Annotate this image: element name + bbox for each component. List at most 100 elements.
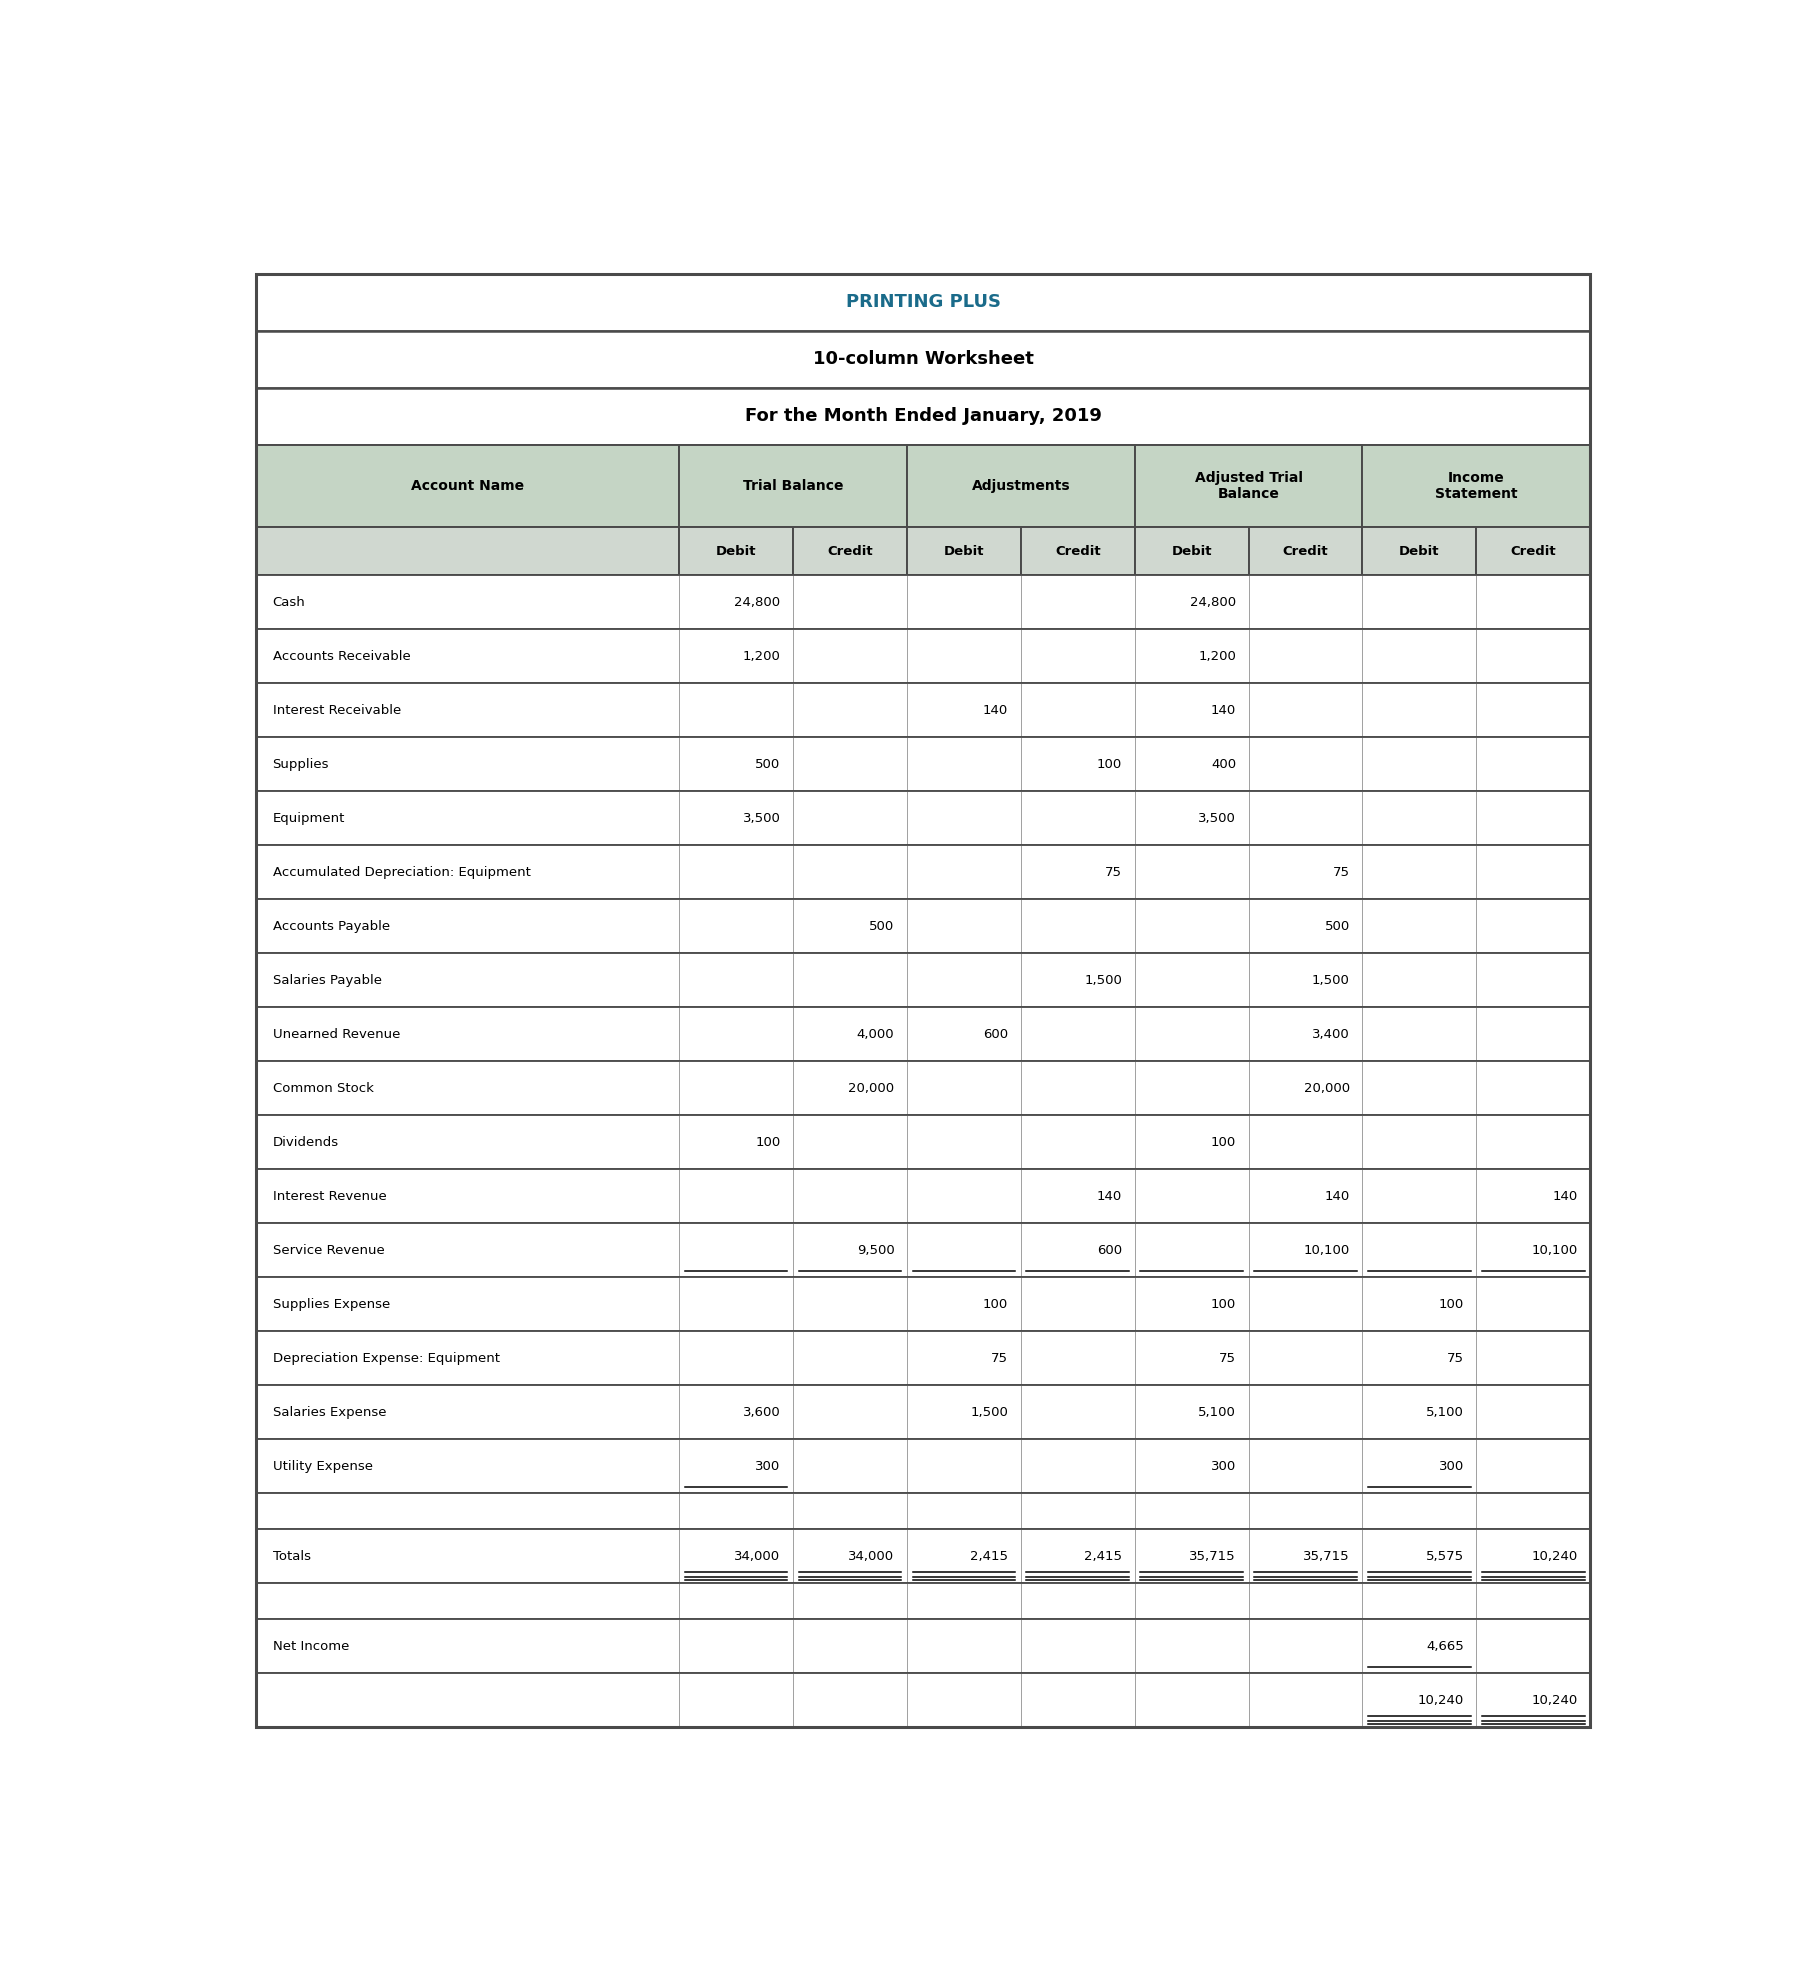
- Bar: [908, 576, 1021, 629]
- Bar: [908, 954, 1021, 1007]
- Bar: [792, 684, 908, 737]
- Bar: [1477, 1492, 1590, 1530]
- Bar: [908, 1673, 1021, 1726]
- Text: Trial Balance: Trial Balance: [742, 480, 843, 493]
- Text: 500: 500: [1324, 920, 1351, 932]
- Bar: [256, 1620, 679, 1673]
- Bar: [792, 1170, 908, 1223]
- Bar: [908, 1062, 1021, 1115]
- Text: Accounts Receivable: Accounts Receivable: [272, 649, 411, 663]
- Bar: [1021, 1115, 1135, 1170]
- Bar: [1362, 845, 1477, 898]
- Text: 100: 100: [1439, 1298, 1464, 1311]
- Bar: [1362, 1439, 1477, 1492]
- Bar: [256, 1115, 679, 1170]
- Bar: [256, 629, 679, 684]
- Bar: [1248, 1170, 1362, 1223]
- Bar: [1135, 527, 1248, 576]
- Bar: [679, 444, 908, 527]
- Bar: [1248, 1583, 1362, 1620]
- Bar: [908, 1223, 1021, 1278]
- Bar: [679, 1492, 792, 1530]
- Bar: [256, 684, 679, 737]
- Text: 35,715: 35,715: [1304, 1549, 1351, 1563]
- Bar: [1135, 629, 1248, 684]
- Bar: [1362, 1170, 1477, 1223]
- Bar: [1248, 1062, 1362, 1115]
- Text: 3,500: 3,500: [1198, 812, 1235, 824]
- Text: Accounts Payable: Accounts Payable: [272, 920, 389, 932]
- Text: 10,100: 10,100: [1531, 1244, 1578, 1256]
- Bar: [1248, 1223, 1362, 1278]
- Bar: [1362, 1115, 1477, 1170]
- Text: 300: 300: [1210, 1459, 1235, 1473]
- Bar: [1135, 1062, 1248, 1115]
- Bar: [256, 1673, 1590, 1726]
- Text: 20,000: 20,000: [848, 1081, 895, 1095]
- Bar: [256, 576, 679, 629]
- Bar: [256, 1439, 679, 1492]
- Bar: [256, 1673, 679, 1726]
- Bar: [1477, 576, 1590, 629]
- Text: 140: 140: [1552, 1189, 1578, 1203]
- Bar: [792, 576, 908, 629]
- Bar: [792, 1673, 908, 1726]
- Bar: [908, 1115, 1021, 1170]
- Bar: [1021, 1223, 1135, 1278]
- Bar: [1135, 1115, 1248, 1170]
- Bar: [908, 629, 1021, 684]
- Bar: [1362, 1620, 1477, 1673]
- Text: Debit: Debit: [1399, 545, 1439, 558]
- Text: 1,500: 1,500: [1311, 973, 1351, 987]
- Text: For the Month Ended January, 2019: For the Month Ended January, 2019: [744, 407, 1102, 425]
- Bar: [1248, 1530, 1362, 1583]
- Bar: [1021, 898, 1135, 954]
- Bar: [679, 1115, 792, 1170]
- Bar: [256, 1583, 1590, 1620]
- Text: Depreciation Expense: Equipment: Depreciation Expense: Equipment: [272, 1351, 499, 1364]
- Text: 75: 75: [1219, 1351, 1235, 1364]
- Bar: [908, 527, 1021, 576]
- Bar: [1021, 1062, 1135, 1115]
- Text: Salaries Expense: Salaries Expense: [272, 1406, 385, 1419]
- Bar: [256, 273, 1590, 330]
- Bar: [1477, 1062, 1590, 1115]
- Text: 400: 400: [1210, 757, 1235, 771]
- Text: 24,800: 24,800: [1190, 596, 1235, 609]
- Text: 75: 75: [991, 1351, 1009, 1364]
- Bar: [1248, 576, 1362, 629]
- Bar: [1248, 954, 1362, 1007]
- Bar: [1021, 1620, 1135, 1673]
- Bar: [1248, 684, 1362, 737]
- Text: Supplies Expense: Supplies Expense: [272, 1298, 389, 1311]
- Bar: [256, 1170, 1590, 1223]
- Bar: [792, 1223, 908, 1278]
- Bar: [1362, 1007, 1477, 1062]
- Bar: [256, 790, 1590, 845]
- Bar: [256, 1492, 679, 1530]
- Bar: [679, 737, 792, 790]
- Bar: [1248, 527, 1362, 576]
- Bar: [1135, 954, 1248, 1007]
- Text: 10,240: 10,240: [1531, 1549, 1578, 1563]
- Bar: [1021, 954, 1135, 1007]
- Text: Interest Revenue: Interest Revenue: [272, 1189, 387, 1203]
- Bar: [256, 1530, 679, 1583]
- Bar: [1248, 1620, 1362, 1673]
- Bar: [792, 898, 908, 954]
- Text: 10,240: 10,240: [1417, 1693, 1464, 1706]
- Bar: [1362, 527, 1477, 576]
- Text: 10,100: 10,100: [1304, 1244, 1351, 1256]
- Text: 4,000: 4,000: [857, 1028, 895, 1040]
- Bar: [679, 1278, 792, 1331]
- Text: Utility Expense: Utility Expense: [272, 1459, 373, 1473]
- Text: 140: 140: [983, 704, 1009, 718]
- Text: 300: 300: [755, 1459, 780, 1473]
- Text: 5,100: 5,100: [1426, 1406, 1464, 1419]
- Bar: [256, 1115, 1590, 1170]
- Text: 2,415: 2,415: [971, 1549, 1009, 1563]
- Bar: [679, 845, 792, 898]
- Bar: [1135, 1583, 1248, 1620]
- Bar: [1362, 1331, 1477, 1386]
- Text: Income
Statement: Income Statement: [1435, 472, 1518, 501]
